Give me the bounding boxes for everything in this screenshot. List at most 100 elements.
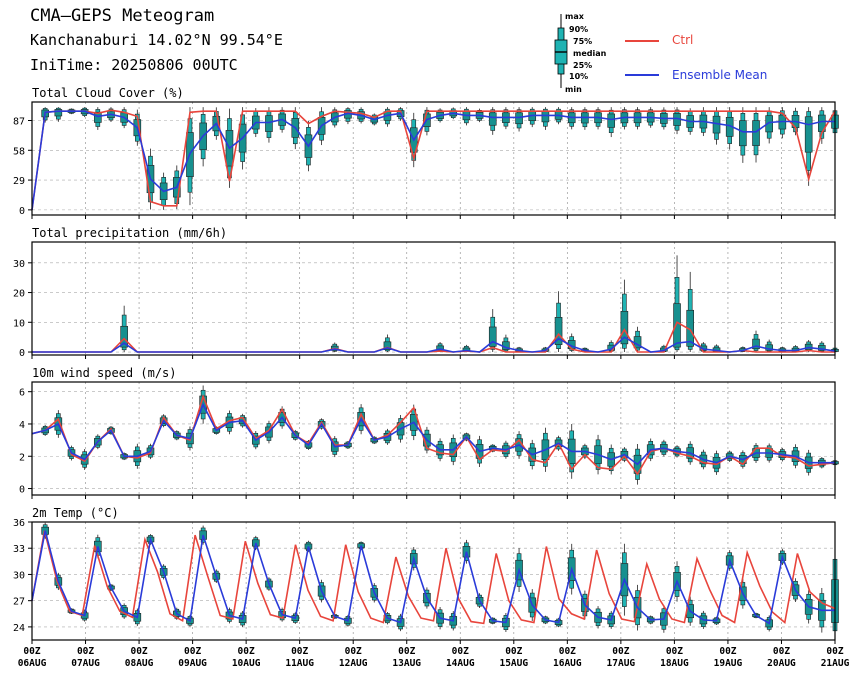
y-tick-label: 29	[13, 176, 25, 187]
legend-key-p25: 25%	[573, 61, 593, 70]
panel-title-wind: 10m wind speed (m/s)	[32, 366, 177, 380]
x-tick-date: 12AUG	[339, 658, 368, 669]
box-inner	[765, 115, 773, 133]
x-tick-date: 21AUG	[821, 658, 850, 669]
box-inner	[54, 109, 63, 117]
box-inner	[607, 113, 616, 128]
x-tick-date: 20AUG	[767, 658, 796, 669]
box-inner	[120, 325, 128, 348]
y-tick-label: 36	[13, 518, 25, 529]
ctrl-line-wind	[31, 394, 836, 476]
panel-frame-temp	[31, 521, 836, 641]
panel-frame-wind	[31, 381, 836, 496]
panel-title-cloud: Total Cloud Cover (%)	[32, 86, 184, 100]
x-tick-hour: 00Z	[345, 646, 362, 657]
x-tick-hour: 00Z	[826, 646, 843, 657]
panel-frame-cloud	[31, 101, 836, 216]
mean-legend-line	[625, 74, 659, 76]
panel-temp: 2m Temp (°C) 24 27 30 33 36	[13, 506, 839, 644]
box-inner	[515, 112, 523, 125]
x-tick-hour: 00Z	[130, 646, 147, 657]
meteogram-title: CMA—GEPS Meteogram	[30, 6, 215, 26]
x-tick-hour: 00Z	[612, 646, 629, 657]
panel-cloud: Total Cloud Cover (%) 0 29 58 87	[13, 86, 839, 219]
box-inner	[752, 120, 760, 146]
mean-line-cloud	[31, 110, 835, 211]
x-tick-hour: 00Z	[666, 646, 683, 657]
y-tick-label: 87	[13, 116, 25, 127]
ctrl-legend-label: Ctrl	[672, 33, 694, 47]
y-tick-label: 4	[19, 420, 25, 431]
x-tick-hour: 00Z	[719, 646, 736, 657]
mean-line-temp	[31, 530, 835, 625]
ctrl-line-temp	[31, 530, 836, 625]
x-tick-date: 16AUG	[553, 658, 582, 669]
box-inner	[673, 303, 681, 348]
box-inner	[752, 338, 760, 350]
y-tick-label: 2	[19, 452, 25, 463]
box-inner	[620, 310, 629, 345]
mean-line-wind	[31, 402, 835, 466]
y-tick-label: 24	[13, 623, 25, 634]
x-tick-hour: 00Z	[23, 646, 40, 657]
x-tick-date: 17AUG	[607, 658, 636, 669]
box-inner	[739, 120, 747, 147]
box-inner	[804, 116, 813, 153]
panel-wind: 10m wind speed (m/s) 0 2 4 6	[19, 366, 839, 499]
y-tick-label: 30	[13, 570, 25, 581]
x-tick-date: 10AUG	[232, 658, 261, 669]
box-inner	[554, 317, 563, 345]
x-tick-date: 11AUG	[285, 658, 314, 669]
x-tick-hour: 00Z	[559, 646, 576, 657]
box-inner	[94, 111, 102, 123]
init-time-line: IniTime: 20250806 00UTC	[30, 56, 238, 74]
panel-title-temp: 2m Temp (°C)	[32, 506, 119, 520]
y-tick-label: 6	[19, 388, 25, 399]
legend-key-max: max	[565, 12, 584, 21]
x-tick-date: 13AUG	[392, 658, 421, 669]
y-tick-label: 33	[13, 544, 25, 555]
box-inner	[383, 341, 392, 351]
x-tick-hour: 00Z	[291, 646, 308, 657]
y-tick-label: 58	[13, 146, 25, 157]
x-tick-date: 08AUG	[125, 658, 154, 669]
ctrl-line-cloud	[31, 109, 836, 211]
box-inner	[488, 112, 497, 126]
location-line: Kanchanaburi 14.02°N 99.54°E	[30, 31, 283, 49]
legend-key-p75: 75%	[573, 37, 593, 46]
panel-frame-precip	[31, 241, 836, 356]
x-tick-hour: 00Z	[505, 646, 522, 657]
y-tick-label: 27	[13, 597, 25, 608]
x-tick-hour: 00Z	[452, 646, 469, 657]
y-tick-label: 0	[19, 485, 25, 496]
x-tick-date: 18AUG	[660, 658, 689, 669]
x-tick-date: 14AUG	[446, 658, 475, 669]
legend-key-p10: 10%	[569, 72, 589, 81]
box-inner	[541, 111, 550, 123]
x-tick-date: 19AUG	[714, 658, 743, 669]
x-tick-date: 06AUG	[18, 658, 47, 669]
x-tick-date: 09AUG	[178, 658, 207, 669]
mean-legend-label: Ensemble Mean	[672, 68, 768, 82]
x-tick-hour: 00Z	[77, 646, 94, 657]
box-inner	[607, 344, 616, 351]
x-tick-hour: 00Z	[398, 646, 415, 657]
x-tick-hour: 00Z	[184, 646, 201, 657]
panel-title-precip: Total precipitation (mm/6h)	[32, 226, 227, 240]
mean-line-precip	[32, 336, 836, 353]
y-tick-label: 0	[19, 206, 25, 217]
box-inner	[488, 326, 497, 347]
legend-key-min: min	[565, 85, 582, 94]
x-tick-hour: 00Z	[773, 646, 790, 657]
legend-key-p90: 90%	[569, 25, 589, 34]
x-tick-date: 07AUG	[71, 658, 100, 669]
y-tick-label: 0	[19, 348, 25, 359]
x-tick-hour: 00Z	[238, 646, 255, 657]
box-inner	[265, 115, 273, 132]
y-tick-label: 20	[13, 289, 25, 300]
y-tick-label: 30	[13, 259, 25, 270]
panel-precip: Total precipitation (mm/6h) 0 10 20 30	[13, 226, 839, 359]
x-tick-date: 15AUG	[499, 658, 528, 669]
ctrl-legend-line	[625, 40, 659, 42]
